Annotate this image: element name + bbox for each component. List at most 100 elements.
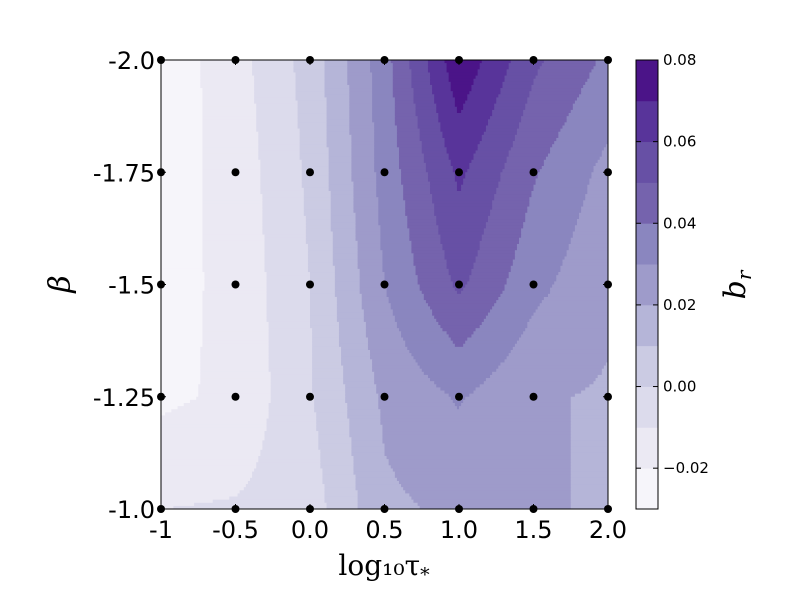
contour-band-cell — [533, 455, 572, 460]
contour-band-cell — [554, 141, 608, 145]
contour-band-cell — [430, 78, 450, 83]
contour-band-cell — [301, 175, 311, 180]
contour-band-cell — [459, 197, 495, 201]
contour-band-cell — [405, 340, 454, 345]
contour-band-cell — [430, 81, 452, 86]
contour-band-cell — [330, 203, 355, 208]
contour-band-cell — [202, 265, 237, 270]
contour-band-cell — [537, 175, 593, 180]
contour-band-cell — [161, 440, 237, 445]
contour-band-cell — [396, 321, 439, 326]
contour-band-cell — [512, 262, 535, 267]
contour-band-cell — [235, 84, 255, 89]
contour-band-cell — [392, 84, 413, 89]
contour-band-cell — [161, 349, 201, 354]
contour-band-cell — [310, 212, 332, 217]
contour-band-cell — [310, 312, 338, 317]
contour-band-cell — [384, 443, 460, 448]
contour-band-cell — [262, 440, 311, 445]
contour-band-cell — [161, 122, 203, 127]
contour-band-cell — [310, 321, 340, 326]
contour-band-cell — [444, 60, 460, 64]
contour-band-cell — [434, 203, 460, 208]
colorbar-band — [636, 468, 658, 510]
contour-band-cell — [459, 60, 483, 64]
contour-band-cell — [531, 88, 535, 92]
contour-band-cell — [235, 474, 253, 479]
contour-band-cell — [533, 144, 553, 148]
contour-band-cell — [550, 290, 608, 295]
contour-band-cell — [583, 203, 608, 208]
contour-band-cell — [409, 60, 429, 64]
contour-band-cell — [380, 237, 386, 242]
contour-band-cell — [351, 144, 375, 148]
contour-band-cell — [384, 452, 460, 457]
contour-band-cell — [467, 337, 520, 342]
contour-band-cell — [161, 415, 237, 420]
contour-band-cell — [202, 219, 237, 223]
contour-band-cell — [378, 197, 386, 201]
contour-band-cell — [200, 63, 237, 67]
contour-band-cell — [405, 343, 456, 348]
contour-band-cell — [459, 215, 489, 220]
contour-band-cell — [268, 415, 311, 420]
contour-band-cell — [372, 368, 386, 373]
contour-band-cell — [235, 374, 272, 379]
contour-band-cell — [384, 312, 394, 317]
contour-band-cell — [533, 427, 572, 432]
contour-band-cell — [326, 106, 350, 111]
contour-band-cell — [533, 374, 599, 379]
contour-band-cell — [475, 75, 506, 80]
contour-band-cell — [359, 275, 386, 279]
contour-band-cell — [270, 378, 311, 382]
contour-band-cell — [200, 346, 237, 351]
contour-band-cell — [161, 325, 203, 329]
contour-band-cell — [260, 187, 305, 192]
contour-band-cell — [533, 505, 572, 509]
contour-band-cell — [506, 278, 535, 282]
contour-band-cell — [310, 487, 326, 491]
contour-band-cell — [202, 237, 237, 242]
contour-band-cell — [310, 293, 336, 298]
contour-band-cell — [355, 219, 379, 223]
contour-band-cell — [394, 113, 417, 117]
contour-band-cell — [318, 437, 352, 441]
contour-band-cell — [533, 446, 572, 451]
contour-band-cell — [459, 409, 535, 413]
contour-band-cell — [448, 78, 460, 83]
contour-band-cell — [374, 128, 386, 133]
contour-band-cell — [570, 412, 608, 417]
contour-band-cell — [202, 172, 237, 176]
contour-band-cell — [459, 480, 535, 485]
contour-band-cell — [235, 399, 272, 404]
contour-band-cell — [161, 150, 203, 155]
contour-band-cell — [398, 166, 427, 170]
contour-band-cell — [262, 225, 307, 229]
contour-band-cell — [353, 184, 377, 189]
contour-band-cell — [459, 113, 493, 117]
contour-band-cell — [161, 421, 237, 426]
contour-band-cell — [475, 150, 510, 155]
contour-band-cell — [485, 128, 518, 133]
contour-band-cell — [421, 144, 446, 148]
contour-band-cell — [531, 315, 535, 320]
contour-band-cell — [533, 275, 557, 279]
contour-band-cell — [310, 468, 324, 473]
contour-band-cell — [533, 424, 572, 429]
contour-band-cell — [411, 84, 433, 89]
x-tick-label: 1.0 — [440, 516, 478, 544]
contour-band-cell — [316, 424, 350, 429]
contour-band-cell — [252, 474, 311, 479]
contour-band-cell — [419, 287, 456, 292]
contour-band-cell — [295, 94, 311, 99]
contour-band-cell — [471, 84, 504, 89]
contour-band-cell — [266, 427, 311, 432]
contour-band-cell — [310, 181, 330, 186]
contour-band-cell — [310, 72, 326, 77]
contour-band-cell — [459, 275, 470, 279]
contour-band-cell — [258, 134, 301, 139]
contour-band-cell — [384, 399, 454, 404]
contour-band-cell — [266, 424, 311, 429]
contour-band-cell — [324, 94, 350, 99]
contour-band-cell — [384, 116, 396, 120]
